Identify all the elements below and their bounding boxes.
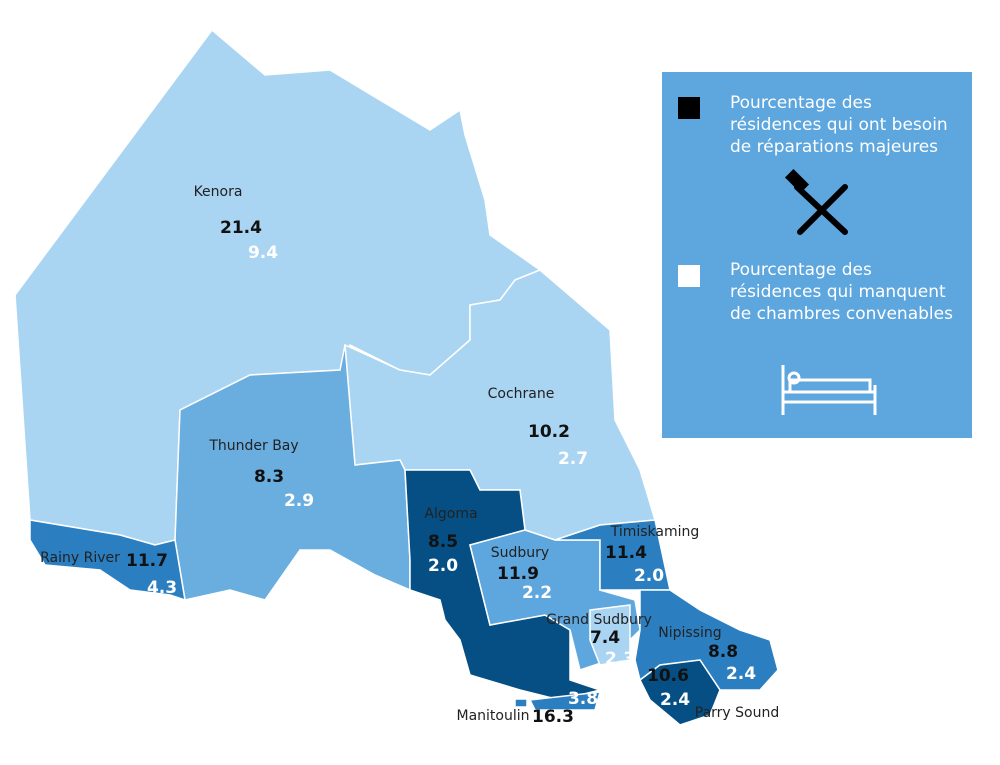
region-manitoulin: [528, 691, 602, 711]
repairs-label: 8.3: [254, 467, 284, 487]
legend-repairs: Pourcentage des résidences qui ont besoi…: [730, 93, 948, 157]
crowding-label: 2.2: [522, 583, 552, 603]
region-name: Algoma: [424, 506, 477, 522]
crowding-label: 4.3: [147, 578, 177, 598]
region-nipissing: [634, 589, 779, 691]
region-parry-sound: [639, 659, 721, 726]
region-name: Timiskaming: [610, 524, 700, 540]
crowding-label: 2.0: [428, 556, 458, 576]
region-name: Parry Sound: [695, 705, 779, 721]
bed-icon: [781, 365, 877, 415]
region-algoma: [404, 469, 603, 701]
repairs-label: 21.4: [220, 218, 262, 238]
legend-swatch-repairs: [678, 97, 700, 119]
region-name: Kenora: [194, 184, 243, 200]
region-name: Nipissing: [658, 625, 721, 641]
crowding-label: 2.9: [284, 491, 314, 511]
region-name: Cochrane: [488, 386, 555, 402]
repairs-label: 11.4: [605, 543, 647, 563]
crowding-label: 9.4: [248, 243, 278, 263]
crowding-label: 2.4: [660, 690, 690, 710]
region-grand-sudbury: [589, 604, 631, 666]
repairs-label: 7.4: [590, 628, 620, 648]
region-rainy-river: [29, 519, 186, 602]
region-manitoulin-islet: [514, 698, 528, 708]
repairs-label: 8.5: [428, 532, 458, 552]
repairs-label: 11.7: [126, 551, 168, 571]
repairs-label: 11.9: [497, 564, 539, 584]
region-name: Thunder Bay: [208, 438, 298, 454]
repairs-label: 16.3: [532, 707, 574, 727]
region-name: Manitoulin: [456, 708, 529, 724]
repairs-label: 10.2: [528, 422, 570, 442]
repairs-label: 10.6: [647, 666, 689, 686]
legend-swatch-crowding: [678, 265, 700, 287]
region-name: Grand Sudbury: [546, 612, 652, 628]
region-name: Sudbury: [491, 545, 549, 561]
crowding-label: 2.3: [605, 649, 635, 669]
tools-icon: [784, 168, 848, 235]
repairs-label: 8.8: [708, 642, 738, 662]
legend-crowding: Pourcentage des résidences qui manquent …: [730, 260, 953, 324]
crowding-label: 2.0: [634, 566, 664, 586]
crowding-label: 2.4: [726, 664, 756, 684]
region-name: Rainy River: [40, 550, 120, 566]
crowding-label: 3.8: [568, 689, 598, 709]
legend-box: [662, 72, 972, 438]
crowding-label: 2.7: [558, 449, 588, 469]
